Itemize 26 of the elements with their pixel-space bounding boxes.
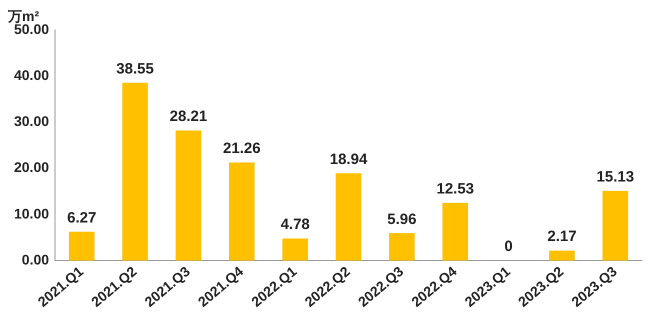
bar (176, 130, 202, 261)
bar (602, 190, 628, 261)
data-label: 5.96 (387, 210, 416, 228)
bar (442, 202, 468, 261)
data-label: 28.21 (170, 108, 208, 126)
bar (122, 82, 148, 261)
y-tick-label: 10.00 (14, 205, 50, 222)
y-tick-label: 30.00 (14, 113, 50, 130)
data-label: 4.78 (280, 216, 310, 234)
data-label: 18.94 (330, 150, 368, 168)
bar (68, 232, 95, 261)
bar (282, 238, 308, 261)
data-label: 2.17 (547, 228, 577, 246)
data-label: 38.55 (116, 60, 154, 78)
bar (549, 250, 575, 261)
data-label: 6.27 (67, 209, 96, 226)
data-label: 12.53 (436, 180, 474, 198)
y-tick-label: 20.00 (14, 159, 50, 176)
data-label: 21.26 (223, 140, 261, 158)
y-tick-label: 0.00 (22, 251, 50, 268)
data-label: 0 (504, 238, 513, 256)
bar (389, 233, 415, 261)
bar (336, 173, 362, 261)
data-label: 15.13 (596, 168, 634, 186)
bar (228, 162, 255, 261)
y-tick-label: 40.00 (14, 66, 50, 83)
